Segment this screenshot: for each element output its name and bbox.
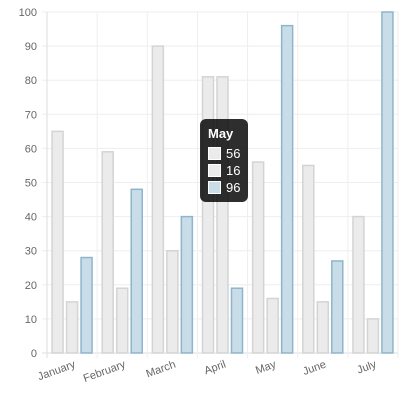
y-tick-label: 20 <box>25 280 37 292</box>
tooltip-value: 16 <box>226 163 241 178</box>
tooltip-title: May <box>208 126 234 141</box>
y-tick-label: 0 <box>31 348 37 360</box>
bar <box>216 76 229 354</box>
bar <box>280 24 294 354</box>
x-tick-label: February <box>82 358 128 385</box>
y-tick-label: 60 <box>25 143 37 155</box>
chart-tooltip: May 56 16 96 <box>200 119 249 202</box>
x-tick-label: July <box>355 358 378 376</box>
x-tick-label: April <box>203 359 228 378</box>
bar <box>230 287 244 354</box>
bar <box>115 287 129 354</box>
bar <box>352 215 365 354</box>
tooltip-swatch <box>208 147 221 160</box>
bar <box>80 256 93 354</box>
bar <box>130 188 143 354</box>
y-tick-label: 50 <box>25 178 37 190</box>
bar <box>381 11 394 354</box>
y-tick-label: 70 <box>25 109 37 121</box>
y-tick-label: 30 <box>25 246 37 258</box>
x-tick-label: January <box>36 358 77 383</box>
bar <box>65 301 79 354</box>
bar <box>201 76 215 354</box>
bar <box>166 249 179 354</box>
x-tick-label: June <box>301 359 328 378</box>
tooltip-swatch <box>208 181 221 194</box>
bar <box>302 164 315 354</box>
bar <box>51 130 64 354</box>
bar <box>266 297 279 354</box>
bar <box>331 260 344 354</box>
y-tick-label: 100 <box>19 7 37 19</box>
x-tick-label: March <box>145 359 178 381</box>
tooltip-row: 96 <box>208 179 240 196</box>
tooltip-row: 16 <box>208 162 240 179</box>
tooltip-row: 56 <box>208 145 240 162</box>
y-tick-label: 40 <box>25 212 37 224</box>
tooltip-value: 56 <box>226 146 241 161</box>
bar <box>316 301 330 354</box>
y-tick-label: 10 <box>25 314 37 326</box>
x-tick-label: May <box>254 358 278 377</box>
y-tick-label: 80 <box>25 75 37 87</box>
bar <box>101 151 114 354</box>
tooltip-value: 96 <box>226 180 241 195</box>
tooltip-swatch <box>208 164 221 177</box>
bar <box>180 215 194 354</box>
bar <box>366 318 380 354</box>
bar <box>251 161 265 354</box>
y-tick-label: 90 <box>25 41 37 53</box>
bar <box>151 45 165 354</box>
